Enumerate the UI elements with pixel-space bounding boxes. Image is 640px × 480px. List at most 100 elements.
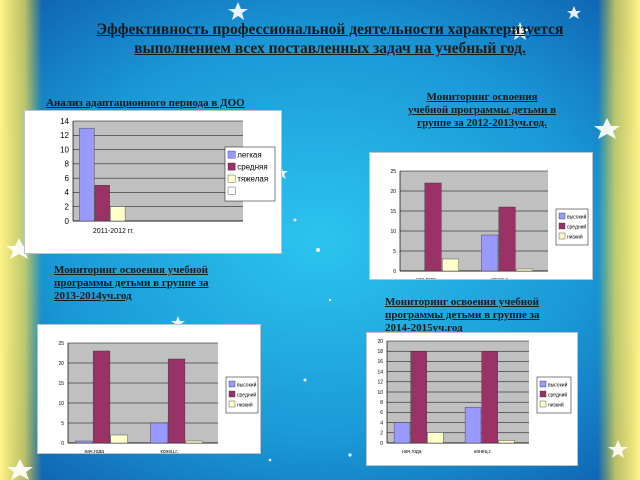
bar — [393, 422, 411, 444]
legend-label: средний — [567, 223, 586, 230]
legend-label: низкий — [237, 401, 253, 408]
y-tick-label: 0 — [61, 441, 64, 447]
bar — [427, 432, 444, 444]
chart3-svg: 0 5 10 15 20 25 нач.года конец.г. высокий средний… — [58, 341, 259, 453]
y-tick-label: 16 — [377, 359, 383, 365]
legend-label: высокий — [567, 213, 587, 220]
bar — [424, 182, 442, 272]
y-tick-label: 8 — [380, 400, 383, 406]
bar — [150, 422, 168, 444]
y-tick-label: 15 — [390, 209, 396, 215]
chart3-2013-2014: 0 5 10 15 20 25 нач.года конец.г. высокий средний… — [37, 324, 261, 454]
chart4-svg: 0 2 4 6 8 10 12 14 16 18 20 нач.года конец.г. высокий… — [377, 339, 572, 455]
y-tick-label: 12 — [377, 380, 383, 386]
legend-label: средний — [237, 391, 256, 398]
legend-swatch — [539, 390, 547, 398]
y-tick-label: 25 — [58, 341, 64, 347]
bar — [75, 440, 93, 444]
legend-label: низкий — [567, 233, 583, 240]
bar — [481, 351, 498, 444]
legend-swatch — [539, 380, 547, 388]
y-tick-label: 12 — [60, 131, 69, 140]
y-tick-label: 15 — [58, 381, 64, 387]
plot-area — [400, 171, 548, 271]
y-tick-label: 4 — [65, 188, 70, 197]
y-tick-label: 25 — [390, 169, 396, 175]
y-tick-label: 0 — [380, 441, 383, 447]
x-category-label: конец.г. — [474, 449, 491, 455]
legend-swatch — [227, 150, 236, 159]
x-category-label: конец.г. — [491, 277, 508, 279]
legend-swatch — [228, 380, 236, 388]
y-tick-label: 5 — [61, 421, 64, 427]
chart2-caption-line3: группе за 2012-2013уч.год. — [417, 117, 547, 129]
y-tick-label: 10 — [377, 390, 383, 396]
legend-label: низкий — [548, 401, 564, 408]
x-category-label: нач.года — [416, 277, 436, 279]
bar — [410, 351, 427, 444]
bar — [92, 350, 111, 444]
x-category-label: нач.года — [84, 449, 104, 453]
y-tick-label: 4 — [380, 420, 383, 426]
y-tick-label: 8 — [65, 160, 70, 169]
chart2-caption: Мониторинг освоения учебной программы де… — [382, 91, 582, 130]
legend-label: высокий — [548, 381, 568, 388]
bar — [516, 268, 533, 272]
x-category-label: нач.года — [402, 449, 422, 455]
chart3-caption-line1: Мониторинг освоения учебной — [54, 264, 208, 276]
legend-swatch — [227, 162, 236, 171]
legend-swatch — [228, 390, 236, 398]
y-tick-label: 2 — [380, 431, 383, 437]
y-tick-label: 6 — [65, 174, 70, 183]
y-tick-label: 18 — [377, 349, 383, 355]
y-tick-label: 14 — [60, 117, 69, 126]
legend-swatch — [558, 222, 566, 230]
y-tick-label: 0 — [393, 269, 396, 275]
legend-swatch — [558, 212, 566, 220]
bar — [79, 127, 95, 222]
bar — [185, 440, 203, 444]
legend-label: высокий — [237, 381, 257, 388]
legend-label: легкая — [237, 150, 262, 159]
chart4-2014-2015: 0 2 4 6 8 10 12 14 16 18 20 нач.года конец.г. высокий… — [366, 332, 578, 466]
bar — [481, 234, 499, 272]
legend-swatch — [558, 232, 566, 240]
y-tick-label: 5 — [393, 249, 396, 255]
chart3-caption-line2: программы детьми в группе за — [54, 277, 209, 289]
chart4-caption-line3: 2014-2015уч.год — [385, 322, 463, 334]
bar — [94, 185, 110, 222]
y-tick-label: 10 — [390, 229, 396, 235]
legend-swatch — [227, 186, 236, 195]
chart1-adaptation: 0 2 4 6 8 10 12 14 2011-2012 гг. легкая средняя тяж… — [24, 110, 282, 254]
right-glow-border — [598, 0, 640, 480]
bar — [498, 206, 516, 272]
bar — [442, 258, 459, 272]
legend-swatch — [539, 400, 547, 408]
chart2-2012-2013: 0 5 10 15 20 25 нач.года конец.г. высокий средний… — [369, 152, 593, 280]
chart2-caption-line2: учебной программы детьми в — [407, 104, 557, 116]
y-tick-label: 10 — [60, 145, 69, 154]
chart4-caption-line1: Мониторинг освоения учебной — [385, 296, 539, 308]
slide-title-line1: Эффективность профессиональной деятельно… — [96, 21, 564, 38]
y-tick-label: 14 — [377, 369, 383, 375]
chart4-caption-line2: программы детьми в группе за — [385, 309, 540, 321]
chart1-caption: Анализ адаптационного периода в ДОО — [46, 97, 245, 109]
chart2-caption-line1: Мониторинг освоения — [426, 91, 538, 103]
legend-label: средняя — [237, 162, 267, 171]
chart3-caption-line3: 2013-2014уч.год — [54, 290, 132, 302]
y-tick-label: 20 — [390, 189, 396, 195]
slide-title-line2: выполнением всех поставленных задач на у… — [134, 40, 526, 57]
y-tick-label: 20 — [377, 339, 383, 345]
plot-area — [68, 343, 218, 443]
y-tick-label: 20 — [58, 361, 64, 367]
chart4-caption: Мониторинг освоения учебной программы де… — [385, 296, 585, 335]
legend-label: средний — [548, 391, 567, 398]
x-category-label: 2011-2012 гг. — [93, 228, 134, 235]
legend-swatch — [227, 174, 236, 183]
bar — [110, 206, 126, 222]
bar — [498, 440, 515, 444]
chart1-svg: 0 2 4 6 8 10 12 14 2011-2012 гг. легкая средняя тяж… — [60, 117, 276, 235]
y-tick-label: 2 — [65, 203, 70, 212]
bar — [167, 358, 186, 444]
y-tick-label: 6 — [380, 410, 383, 416]
